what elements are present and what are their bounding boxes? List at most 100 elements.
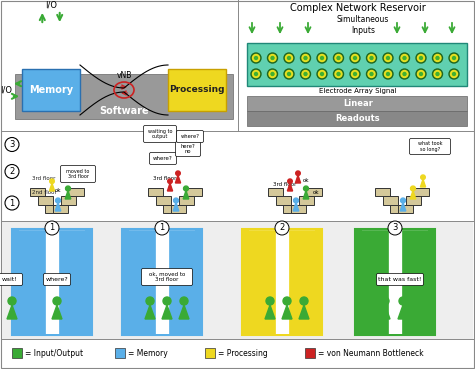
Text: where?: where?	[180, 134, 200, 139]
Text: Complex Network Reservoir: Complex Network Reservoir	[290, 3, 426, 13]
Circle shape	[337, 56, 340, 59]
Circle shape	[269, 55, 276, 62]
Circle shape	[146, 297, 154, 305]
Text: moved to
3rd floor: moved to 3rd floor	[66, 169, 90, 179]
Circle shape	[294, 198, 298, 203]
Bar	[355, 229, 435, 335]
Circle shape	[337, 72, 340, 76]
Circle shape	[367, 53, 377, 63]
Text: 2: 2	[10, 167, 15, 176]
Circle shape	[271, 56, 274, 59]
Bar	[163, 204, 179, 213]
Circle shape	[434, 55, 441, 62]
Circle shape	[255, 72, 257, 76]
Circle shape	[403, 56, 406, 59]
Text: that was fast!: that was fast!	[378, 277, 422, 282]
Bar	[2, 221, 473, 339]
Circle shape	[388, 221, 402, 235]
Text: where?: where?	[153, 156, 173, 161]
FancyBboxPatch shape	[143, 125, 177, 142]
Polygon shape	[299, 305, 309, 319]
Circle shape	[5, 165, 19, 179]
Text: Readouts: Readouts	[336, 114, 380, 123]
Bar	[115, 348, 125, 358]
Circle shape	[350, 69, 360, 79]
Bar	[361, 230, 388, 334]
Circle shape	[253, 55, 259, 62]
Circle shape	[401, 70, 408, 77]
FancyBboxPatch shape	[44, 273, 70, 286]
Text: Electrode Array Signal: Electrode Array Signal	[319, 88, 397, 94]
Text: = Memory: = Memory	[128, 348, 168, 358]
Polygon shape	[293, 203, 299, 211]
Circle shape	[266, 297, 274, 305]
Polygon shape	[400, 203, 406, 211]
Circle shape	[275, 221, 289, 235]
Circle shape	[421, 175, 425, 180]
Circle shape	[416, 53, 426, 63]
Text: 3: 3	[10, 140, 15, 149]
Circle shape	[403, 72, 406, 76]
Circle shape	[419, 72, 422, 76]
Text: = Processing: = Processing	[218, 348, 268, 358]
Text: wait!: wait!	[2, 277, 18, 282]
Bar	[45, 204, 61, 213]
Circle shape	[163, 297, 171, 305]
Circle shape	[284, 53, 294, 63]
Text: 1: 1	[160, 224, 165, 232]
Polygon shape	[420, 179, 426, 187]
Circle shape	[450, 55, 457, 62]
Polygon shape	[265, 305, 275, 319]
Circle shape	[283, 297, 291, 305]
Circle shape	[321, 56, 323, 59]
Circle shape	[400, 198, 406, 203]
Text: Linear: Linear	[343, 99, 373, 108]
Text: ok: ok	[313, 190, 319, 196]
Bar	[179, 196, 194, 204]
Bar	[19, 230, 85, 334]
Bar	[375, 187, 390, 196]
Bar	[156, 196, 171, 204]
Polygon shape	[398, 305, 408, 319]
Text: what took
so long?: what took so long?	[418, 141, 442, 152]
Text: 2nd floor: 2nd floor	[32, 190, 57, 196]
Text: Processing: Processing	[169, 86, 225, 94]
Text: ok: ok	[303, 179, 309, 183]
Circle shape	[321, 72, 323, 76]
Circle shape	[384, 55, 391, 62]
Bar	[406, 196, 421, 204]
Bar	[148, 187, 163, 196]
Circle shape	[319, 70, 325, 77]
Polygon shape	[145, 305, 155, 319]
Bar	[128, 229, 196, 335]
Bar	[362, 230, 428, 334]
Circle shape	[434, 70, 441, 77]
Circle shape	[285, 70, 293, 77]
Circle shape	[287, 56, 291, 59]
Text: Simultaneous
Inputs: Simultaneous Inputs	[337, 15, 389, 35]
Text: 3rd floor: 3rd floor	[153, 176, 176, 182]
Text: waiting to
output: waiting to output	[148, 129, 172, 139]
FancyBboxPatch shape	[150, 152, 177, 165]
FancyBboxPatch shape	[409, 138, 450, 155]
Polygon shape	[179, 305, 189, 319]
Circle shape	[267, 69, 277, 79]
Text: 1: 1	[10, 199, 15, 207]
Circle shape	[352, 55, 359, 62]
Circle shape	[302, 55, 309, 62]
Circle shape	[155, 221, 169, 235]
Circle shape	[304, 56, 307, 59]
Bar	[12, 348, 22, 358]
Circle shape	[383, 69, 393, 79]
Bar	[22, 69, 80, 111]
Circle shape	[173, 198, 179, 203]
Text: 2: 2	[279, 224, 285, 232]
Text: 3rd floor: 3rd floor	[32, 176, 56, 182]
Bar	[398, 204, 413, 213]
Circle shape	[387, 56, 390, 59]
Circle shape	[387, 72, 390, 76]
Bar	[59, 230, 86, 334]
Circle shape	[269, 70, 276, 77]
Circle shape	[317, 53, 327, 63]
Bar	[383, 196, 398, 204]
